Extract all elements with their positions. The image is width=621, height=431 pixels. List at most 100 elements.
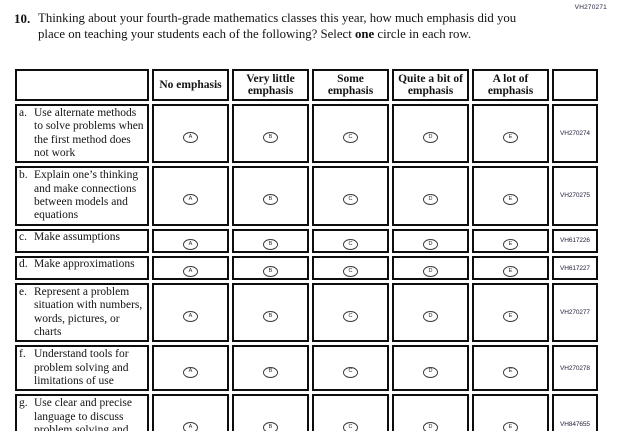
row-statement-cell: a. Use alternate methods to solve problem…	[15, 104, 149, 164]
question-number: 10.	[14, 11, 31, 26]
row-statement-cell: f. Understand tools for problem solving a…	[15, 345, 149, 392]
option-bubble-e[interactable]: E	[503, 366, 518, 378]
option-cell: B	[232, 394, 309, 431]
option-bubble-a[interactable]: A	[183, 422, 198, 431]
row-statement-cell: c. Make assumptions	[15, 228, 149, 253]
option-bubble-b[interactable]: B	[263, 422, 278, 431]
option-bubble-c[interactable]: C	[343, 310, 358, 322]
header-very-little-emphasis: Very little emphasis	[232, 69, 309, 101]
row-letter: e.	[19, 286, 27, 299]
row-statement-text: Make assumptions	[34, 230, 120, 243]
option-bubble-d[interactable]: D	[423, 366, 438, 378]
option-cell: B	[232, 345, 309, 392]
row-statement-text: Explain one’s thinking and make connecti…	[34, 169, 139, 222]
option-bubble-e[interactable]: E	[503, 131, 518, 143]
option-cell: C	[312, 345, 389, 392]
row-statement-cell: d. Make approximations	[15, 255, 149, 281]
option-bubble-e[interactable]: E	[503, 422, 518, 431]
question-text-after: circle in each row.	[374, 26, 472, 41]
option-bubble-e[interactable]: E	[503, 310, 518, 322]
row-letter: c.	[19, 230, 27, 243]
option-bubble-d[interactable]: D	[423, 131, 438, 143]
header-code-cell	[552, 69, 598, 101]
option-bubble-c[interactable]: C	[343, 238, 358, 250]
option-cell: E	[472, 104, 549, 164]
option-cell: C	[312, 166, 389, 226]
option-cell: B	[232, 255, 309, 281]
option-cell: A	[152, 255, 229, 281]
option-cell: D	[392, 283, 469, 343]
option-cell: B	[232, 166, 309, 226]
row-statement-cell: g. Use clear and precise language to disc…	[15, 394, 149, 431]
option-bubble-c[interactable]: C	[343, 194, 358, 206]
option-bubble-a[interactable]: A	[183, 238, 198, 250]
question-block: 10. Thinking about your fourth-grade mat…	[14, 11, 534, 42]
row-accession-code: VH847655	[552, 394, 598, 431]
option-bubble-b[interactable]: B	[263, 366, 278, 378]
header-quite-a-bit-emphasis: Quite a bit of emphasis	[392, 69, 469, 101]
option-bubble-b[interactable]: B	[263, 194, 278, 206]
option-cell: C	[312, 255, 389, 281]
option-bubble-e[interactable]: E	[503, 238, 518, 250]
option-bubble-b[interactable]: B	[263, 131, 278, 143]
row-statement-text: Use alternate methods to solve problems …	[34, 107, 144, 159]
option-cell: A	[152, 228, 229, 253]
option-bubble-d[interactable]: D	[423, 310, 438, 322]
row-letter: g.	[19, 397, 28, 410]
row-letter: d.	[19, 257, 28, 270]
row-accession-code: VH270277	[552, 283, 598, 343]
option-bubble-a[interactable]: A	[183, 366, 198, 378]
table-row: a. Use alternate methods to solve problem…	[15, 104, 598, 164]
table-row: b. Explain one’s thinking and make connec…	[15, 166, 598, 226]
table-row: d. Make approximations A B C D E VH617227	[15, 255, 598, 281]
option-bubble-c[interactable]: C	[343, 266, 358, 278]
row-letter: b.	[19, 169, 28, 182]
option-cell: D	[392, 255, 469, 281]
option-bubble-b[interactable]: B	[263, 310, 278, 322]
option-cell: E	[472, 394, 549, 431]
row-statement-cell: e. Represent a problem situation with num…	[15, 283, 149, 343]
option-bubble-e[interactable]: E	[503, 266, 518, 278]
option-cell: A	[152, 166, 229, 226]
option-bubble-d[interactable]: D	[423, 266, 438, 278]
option-bubble-c[interactable]: C	[343, 131, 358, 143]
option-bubble-e[interactable]: E	[503, 194, 518, 206]
option-cell: E	[472, 166, 549, 226]
option-bubble-c[interactable]: C	[343, 366, 358, 378]
row-statement-text: Use clear and precise language to discus…	[34, 397, 133, 431]
emphasis-matrix-table: No emphasis Very little emphasis Some em…	[12, 66, 601, 431]
option-bubble-a[interactable]: A	[183, 310, 198, 322]
option-cell: D	[392, 345, 469, 392]
option-bubble-a[interactable]: A	[183, 266, 198, 278]
option-bubble-a[interactable]: A	[183, 194, 198, 206]
header-no-emphasis: No emphasis	[152, 69, 229, 101]
question-text: Thinking about your fourth-grade mathema…	[38, 11, 534, 42]
row-letter: f.	[19, 348, 26, 361]
option-cell: D	[392, 104, 469, 164]
option-cell: D	[392, 166, 469, 226]
option-bubble-b[interactable]: B	[263, 238, 278, 250]
header-some-emphasis: Some emphasis	[312, 69, 389, 101]
row-accession-code: VH270275	[552, 166, 598, 226]
option-cell: B	[232, 228, 309, 253]
option-bubble-a[interactable]: A	[183, 131, 198, 143]
table-row: f. Understand tools for problem solving a…	[15, 345, 598, 392]
question-text-bold: one	[354, 26, 375, 41]
option-cell: E	[472, 345, 549, 392]
option-bubble-b[interactable]: B	[263, 266, 278, 278]
option-bubble-d[interactable]: D	[423, 422, 438, 431]
option-cell: E	[472, 228, 549, 253]
row-accession-code: VH270274	[552, 104, 598, 164]
option-cell: B	[232, 104, 309, 164]
row-statement-text: Represent a problem situation with numbe…	[34, 286, 143, 339]
header-row: No emphasis Very little emphasis Some em…	[15, 69, 598, 101]
option-cell: A	[152, 394, 229, 431]
option-cell: E	[472, 283, 549, 343]
option-cell: D	[392, 228, 469, 253]
option-bubble-c[interactable]: C	[343, 422, 358, 431]
option-bubble-d[interactable]: D	[423, 194, 438, 206]
table-row: g. Use clear and precise language to disc…	[15, 394, 598, 431]
row-accession-code: VH270278	[552, 345, 598, 392]
option-bubble-d[interactable]: D	[423, 238, 438, 250]
